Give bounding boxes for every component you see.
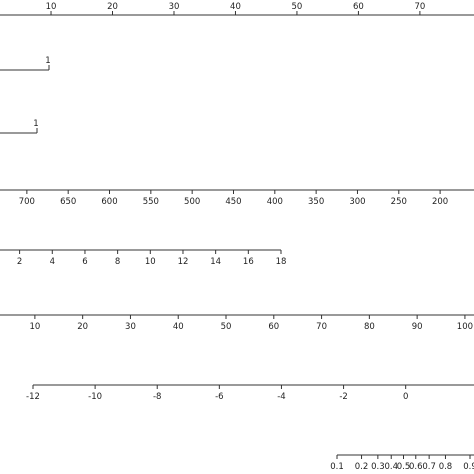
tick-label: 0.3 [371, 462, 385, 472]
tick-label: 10 [46, 2, 57, 12]
tick-label: -12 [26, 392, 40, 402]
tick-label: 4 [50, 257, 55, 267]
tick-label: 90 [412, 322, 423, 332]
tick-label: 50 [221, 322, 232, 332]
tick-label: 14 [210, 257, 221, 267]
tick-label: 0.2 [355, 462, 369, 472]
tick-label: 30 [169, 2, 180, 12]
axis-label: 1 [45, 56, 50, 66]
tick-label: 650 [60, 197, 76, 207]
tick-label: 40 [173, 322, 184, 332]
tick-label: 20 [107, 2, 118, 12]
tick-label: 250 [391, 197, 407, 207]
tick-label: 2 [17, 257, 22, 267]
tick-label: 60 [353, 2, 364, 12]
tick-label: 0.1 [330, 462, 344, 472]
tick-label: 70 [316, 322, 327, 332]
tick-label: 600 [101, 197, 117, 207]
tick-label: 10 [29, 322, 40, 332]
tick-label: 10 [145, 257, 156, 267]
tick-label: 200 [432, 197, 448, 207]
tick-label: -2 [339, 392, 347, 402]
tick-label: 40 [230, 2, 241, 12]
tick-label: 550 [143, 197, 159, 207]
tick-label: 0.6 [409, 462, 423, 472]
tick-label: 0.7 [422, 462, 436, 472]
axis-label: 1 [33, 119, 38, 129]
tick-label: 350 [308, 197, 324, 207]
tick-label: 0.4 [384, 462, 398, 472]
tick-label: 18 [276, 257, 287, 267]
tick-label: -8 [153, 392, 161, 402]
tick-label: -6 [215, 392, 223, 402]
tick-label: 50 [292, 2, 303, 12]
tick-label: -4 [277, 392, 285, 402]
tick-label: 30 [125, 322, 136, 332]
tick-label: 16 [243, 257, 254, 267]
tick-label: 500 [184, 197, 200, 207]
tick-label: 80 [364, 322, 375, 332]
tick-label: 6 [82, 257, 87, 267]
tick-label: 12 [178, 257, 189, 267]
tick-label: 0 [403, 392, 408, 402]
tick-label: 20 [77, 322, 88, 332]
tick-label: 60 [268, 322, 279, 332]
tick-label: 70 [414, 2, 425, 12]
tick-label: -10 [88, 392, 102, 402]
tick-label: 400 [267, 197, 283, 207]
tick-label: 700 [19, 197, 35, 207]
tick-label: 8 [115, 257, 120, 267]
tick-label: 450 [225, 197, 241, 207]
tick-label: 100 [457, 322, 473, 332]
tick-label: 0.5 [397, 462, 411, 472]
tick-label: 0.8 [439, 462, 453, 472]
tick-label: 0.9 [463, 462, 474, 472]
tick-label: 300 [349, 197, 365, 207]
